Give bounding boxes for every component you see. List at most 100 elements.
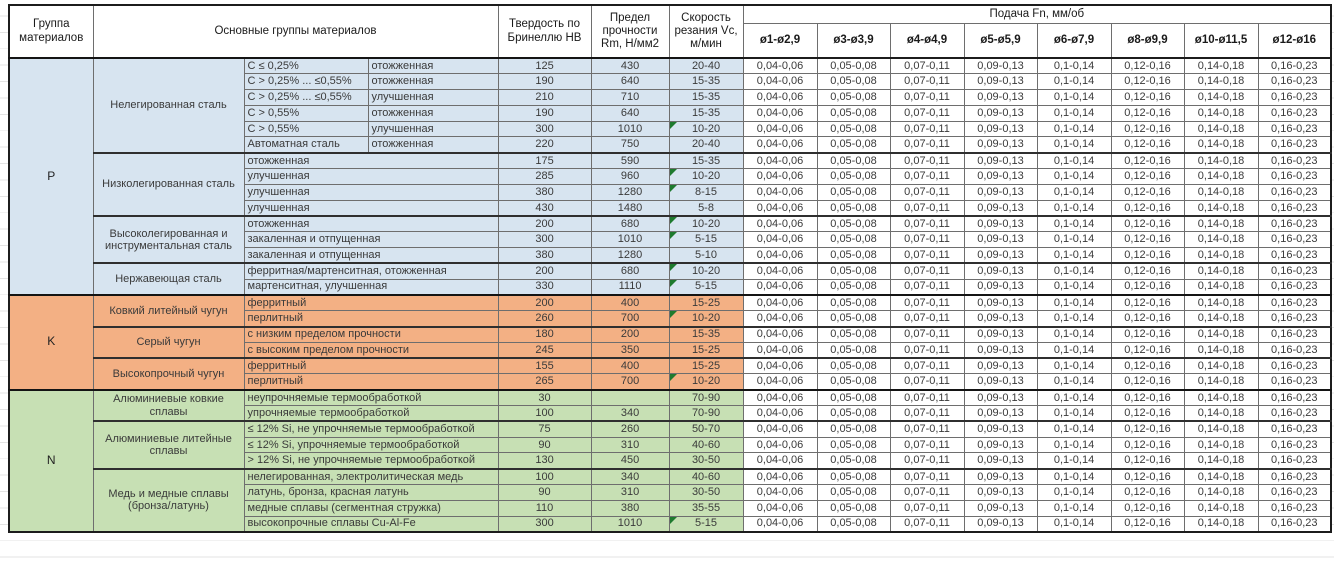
feed-cell[interactable]: 0,07-0,11 <box>889 278 965 296</box>
feed-cell[interactable]: 0,07-0,11 <box>889 310 965 328</box>
feed-cell[interactable]: 0,12-0,16 <box>1110 168 1185 185</box>
feed-cell[interactable]: 0,14-0,18 <box>1183 499 1259 517</box>
feed-cell[interactable]: 0,07-0,11 <box>889 293 965 312</box>
feed-cell[interactable]: 0,05-0,08 <box>816 183 891 201</box>
feed-cell[interactable]: 0,09-0,13 <box>963 467 1038 486</box>
material-desc-cell[interactable]: > 12% Si, не упрочняемые термообработкой <box>243 452 499 470</box>
vc-cell[interactable]: 15-35 <box>668 73 744 91</box>
rm-cell[interactable]: 400 <box>590 293 670 312</box>
rm-cell[interactable]: 310 <box>590 484 670 501</box>
feed-cell[interactable]: 0,16-0,23 <box>1257 136 1332 154</box>
feed-cell[interactable]: 0,04-0,06 <box>742 57 818 75</box>
feed-cell[interactable]: 0,12-0,16 <box>1110 357 1185 375</box>
feed-cell[interactable]: 0,1-0,14 <box>1036 214 1112 233</box>
feed-cell[interactable]: 0,04-0,06 <box>742 373 818 391</box>
feed-cell[interactable]: 0,14-0,18 <box>1183 310 1259 328</box>
feed-cell[interactable]: 0,09-0,13 <box>963 262 1038 280</box>
material-name-cell[interactable]: Медь и медные сплавы (бронза/латунь) <box>92 467 245 533</box>
hb-cell[interactable]: 300 <box>497 231 592 249</box>
feed-cell[interactable]: 0,07-0,11 <box>889 357 965 375</box>
feed-cell[interactable]: 0,07-0,11 <box>889 247 965 264</box>
feed-cell[interactable]: 0,09-0,13 <box>963 405 1038 422</box>
material-desc-cell[interactable]: улучшенная <box>243 168 499 185</box>
feed-cell[interactable]: 0,05-0,08 <box>816 405 891 422</box>
feed-cell[interactable]: 0,04-0,06 <box>742 420 818 438</box>
rm-cell[interactable]: 1280 <box>590 183 670 201</box>
feed-cell[interactable]: 0,05-0,08 <box>816 73 891 91</box>
material-group-cell[interactable]: K <box>8 293 94 391</box>
feed-cell[interactable]: 0,04-0,06 <box>742 104 818 122</box>
feed-cell[interactable]: 0,12-0,16 <box>1110 231 1185 249</box>
material-name-cell[interactable]: Нержавеющая сталь <box>92 262 245 296</box>
feed-cell[interactable]: 0,14-0,18 <box>1183 278 1259 296</box>
feed-cell[interactable]: 0,04-0,06 <box>742 231 818 249</box>
feed-cell[interactable]: 0,09-0,13 <box>963 151 1038 170</box>
feed-cell[interactable]: 0,12-0,16 <box>1110 325 1185 343</box>
header-cutting-speed[interactable]: Скорость резания Vc, м/мин <box>668 4 744 59</box>
rm-cell[interactable]: 1280 <box>590 247 670 264</box>
feed-cell[interactable]: 0,12-0,16 <box>1110 183 1185 201</box>
feed-cell[interactable]: 0,09-0,13 <box>963 325 1038 343</box>
rm-cell[interactable]: 700 <box>590 310 670 328</box>
feed-cell[interactable]: 0,07-0,11 <box>889 467 965 486</box>
vc-cell[interactable]: 10-20 <box>668 373 744 391</box>
rm-cell[interactable]: 960 <box>590 168 670 185</box>
feed-cell[interactable]: 0,04-0,06 <box>742 262 818 280</box>
rm-cell[interactable]: 430 <box>590 57 670 75</box>
feed-cell[interactable]: 0,05-0,08 <box>816 499 891 517</box>
header-material-group[interactable]: Группа материалов <box>8 4 94 59</box>
vc-cell[interactable]: 10-20 <box>668 168 744 185</box>
material-desc-cell[interactable]: отожженная <box>243 151 499 170</box>
rm-cell[interactable]: 200 <box>590 325 670 343</box>
feed-cell[interactable]: 0,04-0,06 <box>742 89 818 106</box>
feed-cell[interactable]: 0,16-0,23 <box>1257 104 1332 122</box>
vc-cell[interactable]: 15-35 <box>668 151 744 170</box>
vc-cell[interactable]: 10-20 <box>668 310 744 328</box>
hb-cell[interactable]: 175 <box>497 151 592 170</box>
hb-cell[interactable]: 220 <box>497 136 592 154</box>
vc-cell[interactable]: 15-25 <box>668 341 744 359</box>
header-feed-col-6[interactable]: ø8-ø9,9 <box>1110 22 1185 59</box>
material-desc-cell[interactable]: Автоматная сталь <box>243 136 369 154</box>
hb-cell[interactable]: 130 <box>497 452 592 470</box>
rm-cell[interactable]: 260 <box>590 420 670 438</box>
rm-cell[interactable]: 1010 <box>590 515 670 533</box>
feed-cell[interactable]: 0,04-0,06 <box>742 136 818 154</box>
vc-cell[interactable]: 35-55 <box>668 499 744 517</box>
rm-cell[interactable] <box>590 388 670 407</box>
feed-cell[interactable]: 0,1-0,14 <box>1036 89 1112 106</box>
material-desc-cell[interactable]: закаленная и отпущенная <box>243 247 499 264</box>
header-feed-col-2[interactable]: ø3-ø3,9 <box>816 22 891 59</box>
feed-cell[interactable]: 0,07-0,11 <box>889 436 965 454</box>
hb-cell[interactable]: 100 <box>497 405 592 422</box>
feed-cell[interactable]: 0,16-0,23 <box>1257 499 1332 517</box>
feed-cell[interactable]: 0,12-0,16 <box>1110 73 1185 91</box>
feed-cell[interactable]: 0,07-0,11 <box>889 262 965 280</box>
material-desc-cell[interactable]: с низким пределом прочности <box>243 325 499 343</box>
feed-cell[interactable]: 0,1-0,14 <box>1036 183 1112 201</box>
header-feed-col-7[interactable]: ø10-ø11,5 <box>1183 22 1259 59</box>
feed-cell[interactable]: 0,05-0,08 <box>816 436 891 454</box>
feed-cell[interactable]: 0,04-0,06 <box>742 73 818 91</box>
feed-cell[interactable]: 0,16-0,23 <box>1257 168 1332 185</box>
vc-cell[interactable]: 5-15 <box>668 515 744 533</box>
material-name-cell[interactable]: Алюминиевые ковкие сплавы <box>92 388 245 422</box>
feed-cell[interactable]: 0,04-0,06 <box>742 168 818 185</box>
feed-cell[interactable]: 0,05-0,08 <box>816 214 891 233</box>
material-desc-cell[interactable]: ферритный <box>243 293 499 312</box>
hb-cell[interactable]: 30 <box>497 388 592 407</box>
feed-cell[interactable]: 0,07-0,11 <box>889 136 965 154</box>
feed-cell[interactable]: 0,07-0,11 <box>889 168 965 185</box>
hb-cell[interactable]: 300 <box>497 515 592 533</box>
feed-cell[interactable]: 0,05-0,08 <box>816 278 891 296</box>
feed-cell[interactable]: 0,16-0,23 <box>1257 293 1332 312</box>
material-desc-cell[interactable]: закаленная и отпущенная <box>243 231 499 249</box>
feed-cell[interactable]: 0,12-0,16 <box>1110 262 1185 280</box>
feed-cell[interactable]: 0,1-0,14 <box>1036 262 1112 280</box>
feed-cell[interactable]: 0,14-0,18 <box>1183 214 1259 233</box>
feed-cell[interactable]: 0,14-0,18 <box>1183 262 1259 280</box>
feed-cell[interactable]: 0,16-0,23 <box>1257 484 1332 501</box>
feed-cell[interactable]: 0,16-0,23 <box>1257 341 1332 359</box>
feed-cell[interactable]: 0,1-0,14 <box>1036 168 1112 185</box>
rm-cell[interactable]: 310 <box>590 436 670 454</box>
